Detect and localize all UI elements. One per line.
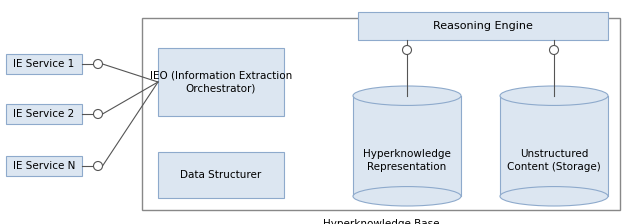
- Text: IE Service N: IE Service N: [13, 161, 75, 171]
- Text: Data Structurer: Data Structurer: [180, 170, 262, 180]
- FancyBboxPatch shape: [158, 152, 284, 198]
- FancyBboxPatch shape: [358, 12, 608, 40]
- Ellipse shape: [353, 86, 461, 106]
- FancyBboxPatch shape: [158, 48, 284, 116]
- Circle shape: [403, 45, 411, 54]
- FancyBboxPatch shape: [500, 96, 608, 196]
- Circle shape: [94, 110, 102, 118]
- Text: Hyperknowledge Base: Hyperknowledge Base: [323, 219, 439, 224]
- Text: Reasoning Engine: Reasoning Engine: [433, 21, 533, 31]
- Text: IE Service 2: IE Service 2: [13, 109, 75, 119]
- Circle shape: [94, 162, 102, 170]
- Text: IEO (Information Extraction
Orchestrator): IEO (Information Extraction Orchestrator…: [150, 70, 292, 94]
- FancyBboxPatch shape: [353, 96, 461, 196]
- Ellipse shape: [353, 187, 461, 206]
- Text: Hyperknowledge
Representation: Hyperknowledge Representation: [363, 149, 451, 172]
- FancyBboxPatch shape: [6, 54, 82, 74]
- Ellipse shape: [500, 86, 608, 106]
- FancyBboxPatch shape: [6, 104, 82, 124]
- FancyBboxPatch shape: [6, 156, 82, 176]
- Ellipse shape: [500, 187, 608, 206]
- Circle shape: [550, 45, 558, 54]
- Text: IE Service 1: IE Service 1: [13, 59, 75, 69]
- Circle shape: [94, 60, 102, 69]
- Text: Unstructured
Content (Storage): Unstructured Content (Storage): [507, 149, 601, 172]
